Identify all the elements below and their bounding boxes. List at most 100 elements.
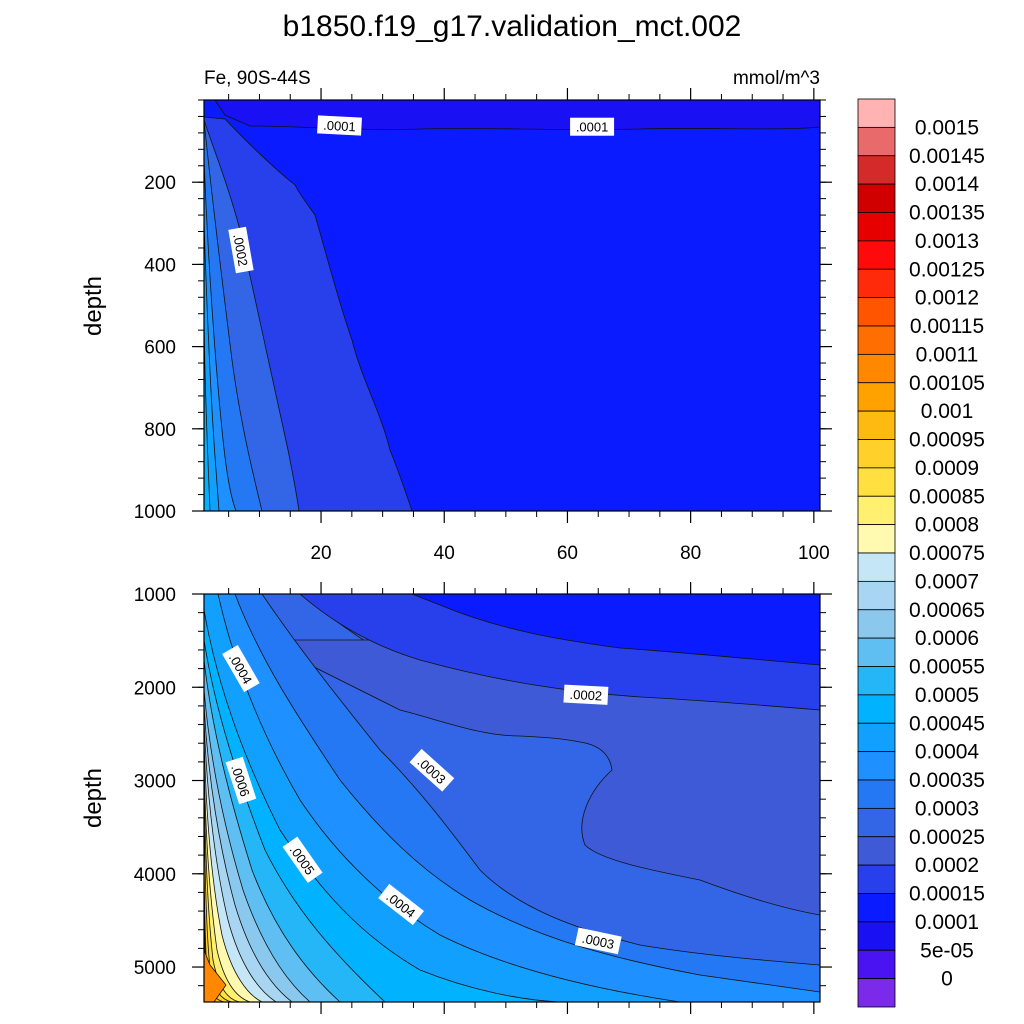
upper-ticks	[192, 88, 832, 523]
lower-contour-labels: .0004.0006.0005.0004.0003.0003.0002	[222, 645, 622, 955]
band-0008-lower	[204, 749, 251, 1002]
y-tick-label: 2000	[134, 678, 176, 699]
colorbar-label: 0.00105	[909, 372, 985, 395]
colorbar-label: 0.0001	[915, 911, 979, 934]
colorbar-label: 0.0011	[916, 343, 979, 366]
colorbar-swatch	[857, 921, 896, 951]
contour-label-box	[222, 645, 260, 693]
contour-label-box	[563, 684, 609, 705]
colorbar-label: 0.00075	[909, 542, 985, 565]
band-00035	[204, 219, 220, 511]
colorbar-swatch	[857, 949, 896, 980]
colorbar-swatch	[857, 382, 896, 412]
band-00075-lower	[204, 734, 263, 1002]
contour-label-text: .0003	[581, 931, 616, 952]
colorbar-label: 0.00035	[909, 769, 985, 792]
colorbar-swatch	[857, 297, 896, 327]
colorbar-swatch	[857, 126, 896, 157]
chart-title: b1850.f19_g17.validation_mct.002	[283, 10, 742, 43]
x-tick-label: 20	[310, 543, 331, 564]
y-tick-label: 600	[144, 338, 176, 359]
y-tick-label: 800	[144, 420, 176, 441]
colorbar-swatch	[857, 353, 896, 384]
x-tick-label: 40	[434, 543, 455, 564]
colorbar-label: 0.0013	[915, 230, 979, 253]
variable-label: Fe, 90S-44S	[204, 68, 311, 89]
contour-label-box	[225, 756, 257, 805]
colorbar-label: 0.00025	[909, 826, 985, 849]
band-0001-lower	[411, 594, 820, 666]
colorbar-swatch	[857, 864, 896, 894]
band-0007-lower	[204, 719, 277, 1002]
contour-label-text: .0002	[569, 687, 602, 704]
band-00105-lower	[204, 949, 227, 1002]
contour-label-box	[317, 115, 362, 136]
colorbar-swatch	[857, 779, 896, 809]
colorbar-label: 0.0007	[915, 570, 979, 593]
colorbar-swatch	[857, 325, 896, 355]
contour-label-box	[570, 117, 615, 136]
contour-label-box	[228, 226, 254, 274]
colorbar-label: 0.00115	[910, 315, 984, 338]
colorbar-swatch	[857, 893, 896, 923]
colorbar-swatch	[857, 807, 896, 838]
y-tick-label: 200	[144, 173, 176, 194]
colorbar-swatch	[857, 580, 896, 611]
colorbar-label: 0.00055	[909, 656, 985, 679]
lower-ticks	[192, 582, 832, 1014]
y-tick-label: 3000	[134, 772, 176, 793]
contour-label-box	[378, 883, 424, 926]
colorbar-swatch	[857, 495, 896, 526]
contour-label-text: .0002	[230, 233, 250, 268]
lower-y-tick-labels: 1000 2000 3000 4000 5000	[134, 585, 176, 979]
colorbar-label: 0.0014	[915, 173, 980, 196]
colorbar-swatch	[857, 836, 896, 866]
lower-y-axis-label: depth	[80, 768, 107, 828]
colorbar-swatch	[857, 978, 896, 1008]
colorbar-label: 0.00065	[909, 599, 985, 622]
colorbar-label: 0.0008	[915, 514, 979, 537]
y-tick-label: 5000	[134, 958, 176, 979]
colorbar-label: 0.0002	[915, 854, 979, 877]
colorbar-label: 0.00095	[909, 429, 985, 452]
colorbar-label: 5e-05	[920, 939, 974, 962]
colorbar-swatch	[857, 751, 896, 781]
colorbar-swatch	[857, 183, 896, 213]
colorbar-label: 0.0009	[915, 457, 979, 480]
y-tick-label: 1000	[134, 585, 176, 606]
colorbar-swatch	[857, 637, 896, 667]
contour-label-box	[409, 748, 455, 792]
colorbar-label: 0.00135	[909, 202, 985, 225]
upper-y-tick-labels: 200 400 600 800 1000	[134, 173, 176, 523]
colorbar-label: 0.00015	[909, 883, 985, 906]
colorbar-labels: 0.0015 0.00145 0.0014 0.00135 0.0013 0.00125 0…	[909, 116, 985, 990]
colorbar-swatch	[857, 609, 896, 639]
contour-label-box	[282, 836, 323, 883]
colorbar-swatch	[857, 98, 896, 128]
contour-label: .0002	[563, 684, 609, 705]
colorbar-label: 0.00045	[909, 712, 985, 735]
colorbar-swatch	[857, 694, 896, 724]
colorbar-swatch	[857, 212, 896, 242]
y-tick-label: 400	[144, 255, 176, 276]
colorbar-label: 0.001	[921, 400, 974, 423]
colorbar-swatch	[857, 722, 896, 753]
colorbar-swatch	[857, 666, 896, 696]
units-label: mmol/m^3	[733, 68, 820, 89]
colorbar-label: 0.0005	[915, 684, 979, 707]
contour-label-box	[574, 927, 622, 955]
band-00025-lower	[279, 639, 820, 916]
colorbar-label: 0.0003	[915, 797, 979, 820]
lower-panel-frame	[203, 593, 821, 1003]
colorbar-label: 0.00085	[909, 485, 985, 508]
upper-y-axis-label: depth	[80, 276, 107, 336]
colorbar-swatch	[857, 410, 896, 440]
colorbar-swatch	[857, 524, 896, 554]
contour-label: .0001	[570, 117, 615, 136]
colorbar-label: 0.0015	[915, 116, 979, 139]
x-tick-label: 100	[798, 543, 830, 564]
x-tick-label: 80	[680, 543, 701, 564]
upper-contour-labels: .0001 .0001 .0002	[228, 115, 615, 274]
